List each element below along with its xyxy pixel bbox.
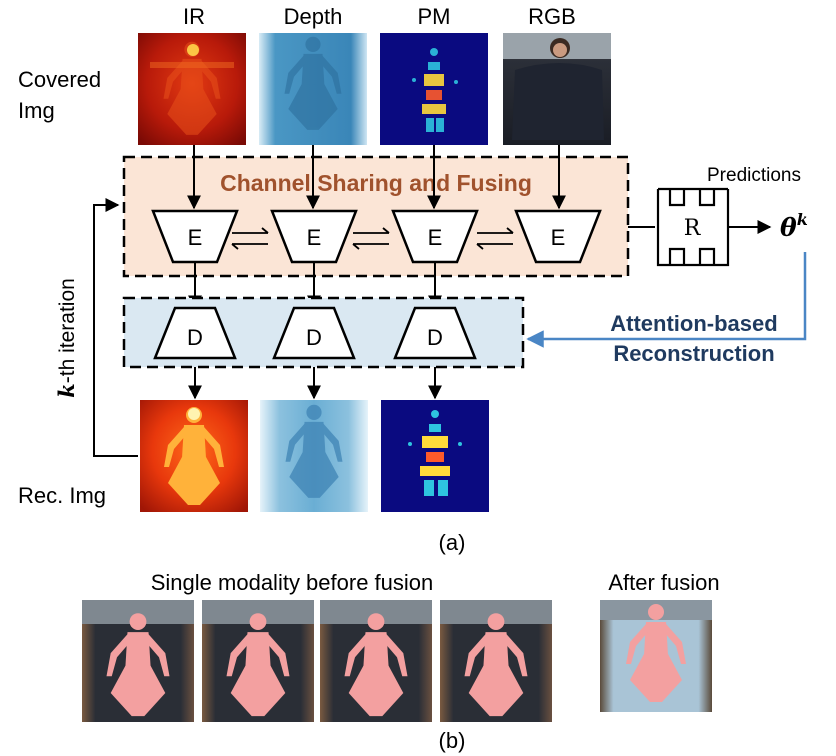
decoder-depth: D — [272, 306, 356, 360]
reconstructed-pm-image — [381, 400, 489, 512]
iteration-loop-arrow — [93, 198, 138, 457]
single-modality-result-3 — [320, 600, 432, 722]
column-title-depth: Depth — [284, 4, 343, 29]
svg-text:D: D — [427, 325, 443, 350]
theta-k-label: θk — [780, 210, 808, 242]
column-title-rgb: RGB — [528, 4, 576, 29]
decoder-ir: D — [153, 306, 237, 360]
covered-pm-image — [380, 33, 488, 145]
predictions-label: Predictions — [707, 165, 801, 186]
iteration-label: k-th iteration — [54, 278, 79, 398]
reconstructed-depth-image — [260, 400, 368, 512]
exchange-arrows — [231, 227, 514, 250]
input-arrows — [187, 145, 566, 210]
decoder-pm: D — [393, 306, 477, 360]
covered-img-label-line2: Img — [18, 98, 55, 123]
encoder-rgb: E — [514, 209, 602, 264]
single-modality-result-1 — [82, 600, 194, 722]
encoder-depth: E — [270, 209, 358, 264]
after-fusion-result — [600, 600, 712, 712]
caption-b: (b) — [439, 728, 466, 753]
svg-text:E: E — [307, 225, 322, 250]
svg-text:R: R — [684, 216, 702, 241]
covered-depth-image — [259, 33, 367, 145]
covered-ir-image — [138, 33, 246, 145]
caption-a: (a) — [439, 530, 466, 555]
svg-text:E: E — [551, 225, 566, 250]
single-modality-result-2 — [202, 600, 314, 722]
encoders: E E E E — [151, 209, 602, 264]
reconstructed-ir-image — [140, 400, 248, 512]
attention-label-line2: Reconstruction — [613, 341, 774, 366]
fusion-box-title: Channel Sharing and Fusing — [220, 170, 532, 196]
regressor-block: R — [656, 187, 730, 267]
svg-text:D: D — [187, 325, 203, 350]
svg-text:E: E — [428, 225, 443, 250]
single-modality-result-4 — [440, 600, 552, 722]
rec-img-label: Rec. Img — [18, 483, 106, 508]
covered-img-label-line1: Covered — [18, 67, 101, 92]
decoder-output-arrows — [188, 367, 442, 400]
single-modality-title: Single modality before fusion — [151, 570, 434, 595]
column-title-ir: IR — [183, 4, 205, 29]
after-fusion-title: After fusion — [608, 570, 719, 595]
column-title-pm: PM — [418, 4, 451, 29]
covered-rgb-image — [503, 33, 611, 145]
svg-text:E: E — [188, 225, 203, 250]
decoders: D D D — [153, 306, 477, 360]
encoder-ir: E — [151, 209, 239, 264]
encoder-pm: E — [391, 209, 479, 264]
attention-feedback-arrow — [526, 252, 807, 348]
attention-label-line1: Attention-based — [610, 311, 777, 336]
svg-text:D: D — [306, 325, 322, 350]
